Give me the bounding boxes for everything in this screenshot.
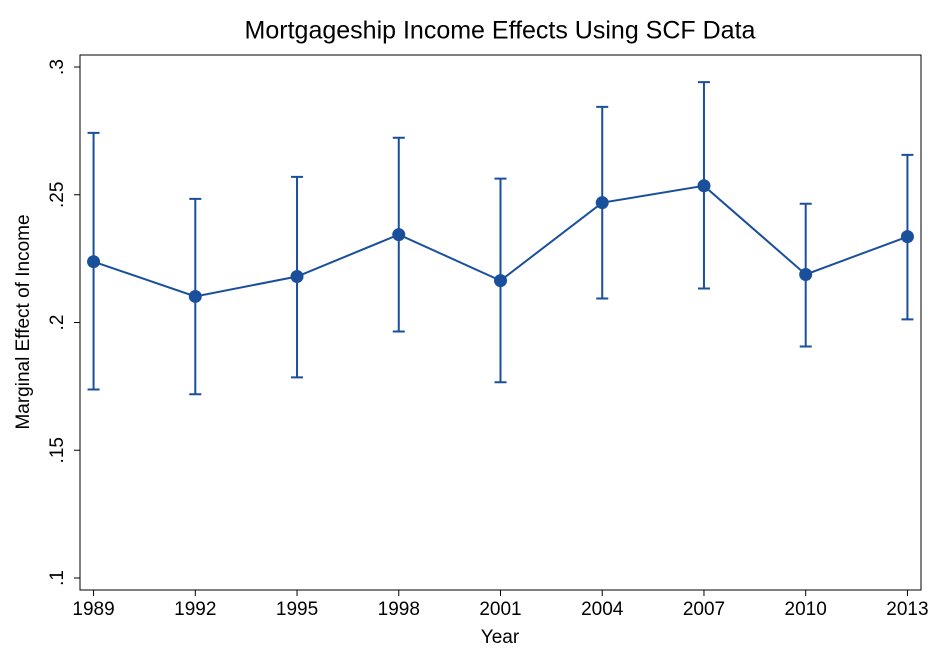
data-point xyxy=(697,179,711,193)
y-tick-label: .15 xyxy=(47,437,68,463)
y-tick-label: .2 xyxy=(47,315,68,331)
data-point xyxy=(494,274,507,288)
y-axis-label: Marginal Effect of Income xyxy=(13,214,34,429)
x-tick-label: 2013 xyxy=(886,599,928,620)
x-tick-label: 1989 xyxy=(72,599,114,620)
x-axis-label: Year xyxy=(481,627,520,648)
x-tick-label: 2004 xyxy=(581,599,624,620)
x-tick-label: 1992 xyxy=(174,599,216,620)
chart-title: Mortgageship Income Effects Using SCF Da… xyxy=(245,17,756,45)
y-tick-label: .25 xyxy=(47,182,68,208)
x-tick-label: 1995 xyxy=(276,599,318,620)
data-point xyxy=(392,228,406,242)
x-tick-label: 2001 xyxy=(479,599,521,620)
data-point xyxy=(87,255,101,269)
y-tick-label: .1 xyxy=(47,570,68,586)
x-tick-label: 2010 xyxy=(785,599,827,620)
x-tick-label: 2007 xyxy=(683,599,725,620)
data-point xyxy=(595,196,609,210)
y-tick-label: .3 xyxy=(47,59,68,75)
x-tick-label: 1998 xyxy=(378,599,420,620)
data-point xyxy=(290,270,304,284)
data-point xyxy=(799,267,813,281)
data-point xyxy=(900,230,914,244)
data-point xyxy=(188,289,202,303)
